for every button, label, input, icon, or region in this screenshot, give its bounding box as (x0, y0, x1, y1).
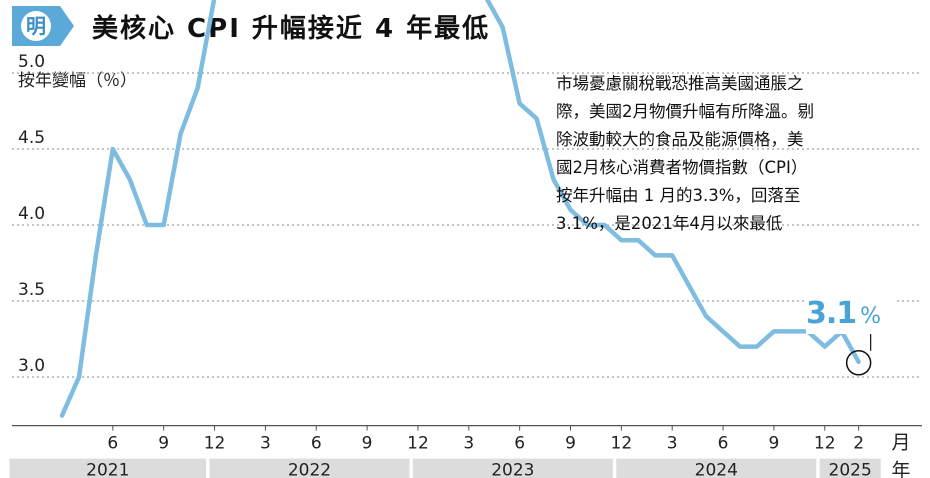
x-tick-label: 3 (260, 434, 271, 454)
x-tick-label: 9 (565, 434, 576, 454)
page-title: 美核心 CPI 升幅接近 4 年最低 (92, 14, 491, 44)
year-band (412, 458, 613, 478)
note-line: 3.1%，是2021年4月以來最低 (556, 214, 783, 233)
year-label: 2023 (491, 461, 534, 478)
year-band (819, 458, 881, 478)
x-tick-label: 9 (362, 434, 373, 454)
note-line: 國2月核心消費者物價指數（CPI） (556, 158, 808, 177)
x-unit-month: 月 (891, 432, 910, 454)
x-tick-label: 9 (768, 434, 779, 454)
y-tick-label: 4.5 (18, 128, 45, 148)
x-unit-year: 年 (891, 460, 910, 478)
series-line (59, 0, 861, 418)
x-tick-label: 6 (718, 434, 729, 454)
x-tick-label: 6 (514, 434, 525, 454)
year-label: 2024 (695, 461, 738, 478)
y-tick-label: 3.5 (18, 280, 45, 300)
year-label: 2022 (288, 461, 331, 478)
year-band (9, 458, 207, 478)
note-line: 除波動較大的食品及能源價格，美 (556, 130, 804, 149)
y-tick-label: 5.0 (18, 52, 45, 72)
x-tick-label: 12 (407, 434, 429, 454)
x-tick-label: 2 (853, 434, 864, 454)
annotation-note: 市場憂慮關稅戰恐推高美國通脹之 際，美國2月物價升幅有所降溫。剔 除波動較大的食… (556, 70, 902, 238)
note-line: 按年升幅由 1 月的3.3%，回落至 (556, 186, 801, 205)
x-tick-label: 3 (667, 434, 678, 454)
y-tick-label: 4.0 (18, 204, 45, 224)
y-tick-label: 3.0 (18, 356, 45, 376)
latest-value-label: 3.1% (806, 296, 896, 334)
logo-text: 明 (26, 14, 46, 38)
y-axis-label: 按年變幅（％） (18, 71, 137, 91)
header: 明 美核心 CPI 升幅接近 4 年最低 (12, 6, 912, 52)
year-band (209, 458, 410, 478)
x-tick-label: 3 (463, 434, 474, 454)
x-tick-label: 12 (611, 434, 633, 454)
year-band (616, 458, 817, 478)
year-label: 2025 (829, 461, 872, 478)
year-label: 2021 (86, 461, 129, 478)
x-tick-label: 6 (107, 434, 118, 454)
x-tick-label: 12 (814, 434, 836, 454)
ming-pao-logo: 明 (12, 6, 74, 46)
x-tick-label: 9 (158, 434, 169, 454)
x-tick-label: 6 (311, 434, 322, 454)
latest-value: 3.1 (806, 296, 857, 331)
x-tick-label: 12 (204, 434, 226, 454)
latest-value-unit: % (860, 304, 882, 329)
latest-point-circle (845, 350, 872, 376)
note-line: 市場憂慮關稅戰恐推高美國通脹之 (556, 74, 804, 93)
note-line: 際，美國2月物價升幅有所降溫。剔 (556, 102, 814, 121)
